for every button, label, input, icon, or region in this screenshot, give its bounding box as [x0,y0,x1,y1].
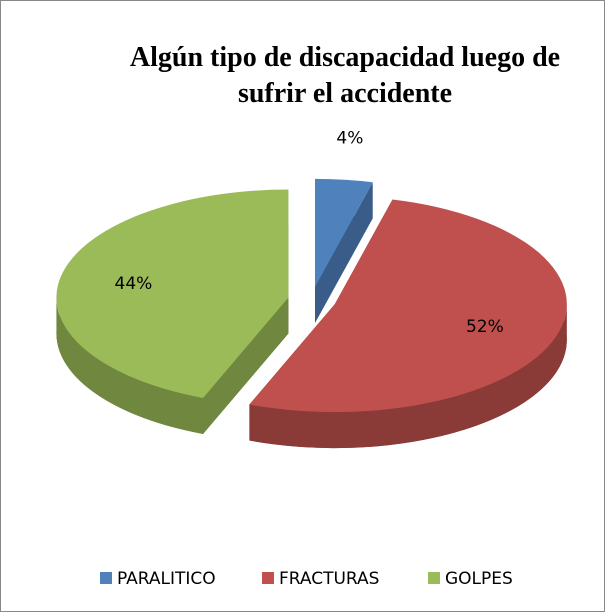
pie-slice [249,199,567,449]
data-label: 52% [466,317,504,337]
legend-swatch [100,572,112,584]
pie-slice [56,189,289,434]
slice-side-wall [56,297,204,434]
data-label: 44% [115,274,153,294]
slice-top [56,189,289,398]
pie-slice [315,178,373,323]
legend-label: FRACTURAS [279,569,379,589]
data-label: 4% [336,128,363,148]
legend-swatch [262,572,274,584]
slice-radial-wall [203,297,289,434]
legend-label: PARALITICO [117,569,216,589]
legend-label: GOLPES [445,569,513,589]
slice-top [315,178,373,287]
legend-swatch [428,572,440,584]
slice-side-wall [249,304,567,449]
slice-top [249,199,567,413]
slice-radial-wall [315,182,373,323]
chart-title: Algún tipo de discapacidad luego de sufr… [129,42,561,109]
